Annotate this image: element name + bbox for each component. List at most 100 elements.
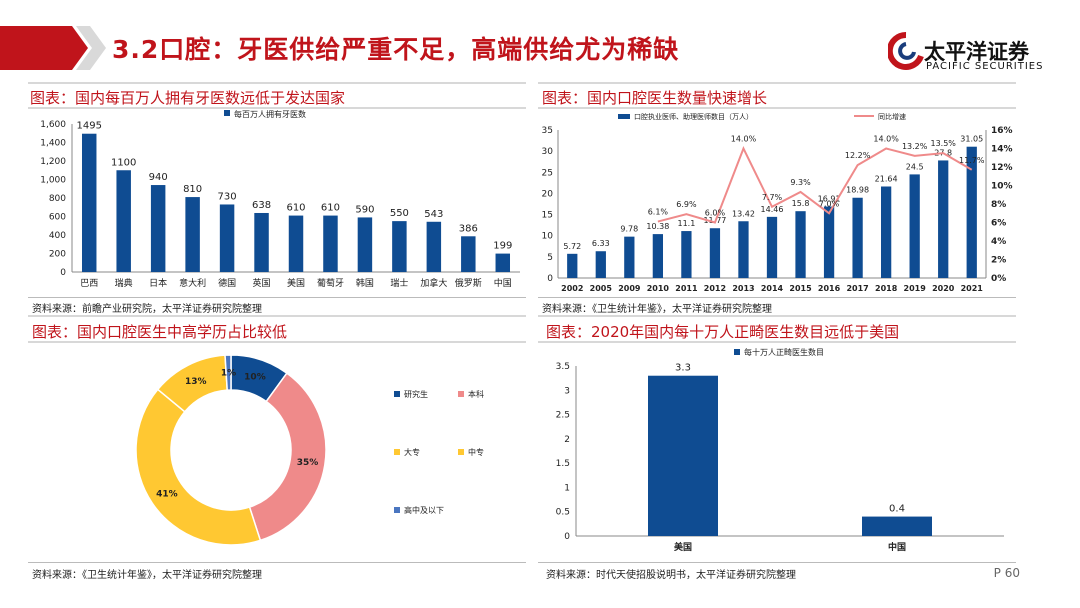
bar	[766, 216, 778, 278]
panel-title-education-level: 图表：国内口腔医生中高学历占比较低	[32, 323, 288, 341]
data-label: 9.78	[620, 225, 638, 234]
y-tick-label: 10	[542, 232, 554, 242]
y-tick-label: 1,400	[40, 139, 66, 149]
data-label: 730	[218, 191, 237, 202]
x-tick-label: 瑞士	[390, 277, 408, 289]
y-tick-label: 2.5	[556, 411, 570, 421]
y-tick-label: 2	[564, 435, 570, 445]
bar	[880, 186, 892, 278]
bar	[426, 221, 442, 272]
panel-title-dentists-per-million: 图表：国内每百万人拥有牙医数远低于发达国家	[30, 89, 346, 107]
bar	[795, 211, 806, 278]
logo-name: 太平洋证券	[924, 40, 1029, 64]
line-data-label: 11.7%	[959, 156, 985, 165]
bar	[357, 217, 373, 272]
bar	[567, 253, 578, 278]
bar	[219, 204, 235, 272]
y2-tick-label: 0%	[991, 274, 1006, 284]
x-tick-label: 2019	[904, 284, 927, 293]
page-title: 3.2口腔：牙医供给严重不足，高端供给尤为稀缺	[112, 35, 680, 64]
x-tick-label: 德国	[218, 277, 236, 289]
y-tick-label: 1	[564, 483, 570, 493]
bar	[938, 160, 949, 278]
x-tick-label: 2015	[789, 284, 812, 293]
bar	[323, 215, 338, 272]
y2-tick-label: 6%	[991, 219, 1006, 229]
chart-dentists-per-million: 0 200 400 600 800 1,000 1,200 1,400 1,600 每百万人拥有牙…	[40, 110, 520, 289]
chart-dentist-growth: 0 5 10 15 20 25 30 35 0% 2% 4% 6% 8% 10% 12% 14% 16% 口腔执业…	[542, 112, 1013, 293]
divider-line	[538, 107, 1016, 109]
divider-line	[28, 315, 526, 317]
line-data-label: 6.9%	[676, 200, 697, 209]
x-tick-label: 巴西	[80, 278, 98, 289]
donut-slice	[248, 372, 327, 542]
slice-label: 10%	[244, 372, 266, 382]
bar	[738, 221, 749, 278]
legend-swatch	[734, 349, 740, 355]
line-data-label: 6.0%	[705, 209, 726, 218]
data-label: 940	[149, 172, 168, 183]
line-data-label: 13.5%	[930, 139, 956, 148]
bar	[150, 185, 166, 272]
growth-line	[657, 146, 973, 224]
y-tick-label: 400	[49, 231, 66, 241]
slice-label: 13%	[185, 377, 207, 387]
line-data-label: 7.0%	[819, 199, 840, 208]
x-tick-label: 韩国	[356, 277, 374, 289]
bar	[823, 206, 835, 278]
y-tick-label: 800	[49, 194, 66, 204]
source-note: 资料来源：《卫生统计年鉴》，太平洋证券研究院整理	[542, 304, 772, 315]
y-tick-label: 35	[542, 126, 553, 136]
slice-label: 1%	[221, 369, 236, 379]
data-label: 31.05	[960, 135, 983, 144]
data-label: 550	[390, 208, 409, 219]
x-tick-label: 意大利	[179, 277, 206, 289]
x-tick-label: 2011	[675, 284, 698, 293]
panel-title-dentist-growth: 图表：国内口腔医生数量快速增长	[542, 89, 768, 107]
data-label: 24.5	[906, 162, 924, 171]
divider-line	[28, 82, 526, 84]
divider-line	[28, 562, 526, 563]
y2-tick-label: 4%	[991, 237, 1006, 247]
divider-line	[28, 107, 526, 109]
data-label: 16.91	[818, 194, 841, 203]
bar	[909, 174, 920, 278]
divider-line	[538, 315, 1016, 317]
data-label: 638	[252, 200, 271, 211]
data-label: 6.33	[592, 239, 610, 248]
bar	[648, 375, 718, 536]
data-label: 590	[355, 204, 374, 215]
x-tick-label: 2018	[875, 284, 898, 293]
bar	[495, 253, 511, 272]
y-tick-label: 0	[547, 274, 553, 284]
bar	[392, 221, 407, 272]
x-tick-label: 2016	[818, 284, 841, 293]
data-label: 15.8	[792, 199, 810, 208]
y-tick-label: 15	[542, 211, 553, 221]
logo-subtitle: PACIFIC SECURITIES	[926, 61, 1044, 72]
divider-line	[28, 297, 526, 298]
divider-line	[28, 341, 526, 343]
source-note: 资料来源：《卫生统计年鉴》，太平洋证券研究院整理	[32, 570, 262, 581]
x-tick-label: 中国	[494, 277, 512, 289]
data-label: 199	[493, 241, 512, 252]
y2-tick-label: 2%	[991, 256, 1006, 266]
x-tick-label: 中国	[888, 541, 906, 553]
data-label: 0.4	[889, 504, 905, 515]
legend-swatch	[394, 449, 400, 455]
y-tick-label: 20	[542, 189, 554, 199]
y-tick-label: 1,200	[40, 157, 66, 167]
header-accent-bar	[0, 26, 106, 70]
x-tick-label: 俄罗斯	[455, 277, 482, 289]
bar	[461, 236, 476, 272]
y2-tick-label: 12%	[991, 163, 1013, 173]
bar	[595, 251, 606, 278]
legend-swatch	[458, 449, 464, 455]
line-data-label: 7.7%	[762, 193, 783, 202]
x-tick-label: 美国	[287, 277, 305, 289]
legend-label: 高中及以下	[404, 505, 444, 515]
x-tick-label: 2012	[704, 284, 726, 293]
line-data-label: 14.0%	[731, 135, 757, 144]
x-tick-label: 2017	[846, 284, 868, 293]
